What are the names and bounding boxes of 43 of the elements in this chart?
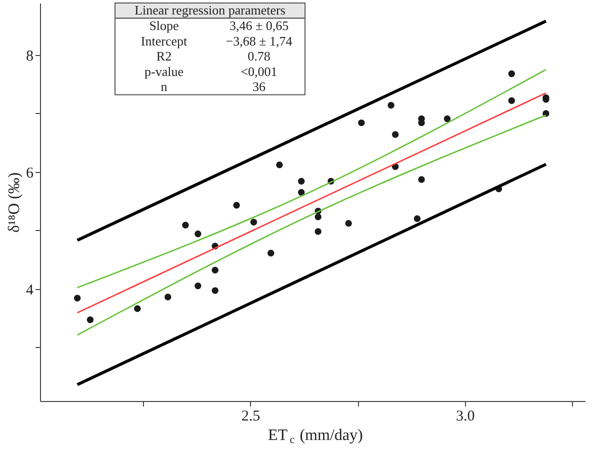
point: [414, 215, 421, 222]
annotation: −3,68 ± 1,74: [226, 33, 293, 48]
y-axis-title: δ¹⁸O (‰): [6, 172, 23, 233]
annotation: Slope: [149, 18, 180, 33]
annotation: 0.78: [248, 48, 270, 64]
point: [250, 218, 258, 226]
annotation: 36: [252, 79, 266, 94]
x-tick-label: 3.0: [456, 408, 475, 424]
point: [182, 222, 189, 228]
point: [212, 266, 218, 274]
x-tick-label: 2.5: [241, 408, 260, 424]
point: [74, 294, 81, 302]
point: [164, 294, 172, 300]
point: [418, 176, 425, 183]
point: [314, 228, 322, 235]
point: [194, 282, 202, 290]
annotation: p-value: [144, 64, 184, 79]
y-tick-label: 6: [26, 165, 34, 182]
annotation: Linear regression parameters: [134, 2, 286, 18]
point: [345, 220, 352, 227]
point: [392, 131, 399, 138]
point: [86, 316, 94, 324]
point: [298, 189, 305, 196]
point: [508, 97, 515, 104]
annotation: R2: [156, 48, 172, 64]
annotation: <0,001: [240, 64, 278, 79]
point: [508, 70, 515, 78]
point: [388, 102, 394, 109]
point: [298, 178, 305, 185]
point: [444, 115, 451, 122]
point: [194, 230, 202, 238]
point: [134, 305, 141, 312]
annotation: 3,46 ± 0,65: [229, 18, 289, 33]
point: [358, 119, 365, 126]
point: [233, 202, 240, 209]
point: [276, 162, 283, 168]
y-tick-label: 4: [26, 282, 34, 298]
point: [268, 250, 274, 256]
annotation: n: [160, 79, 168, 94]
point: [314, 214, 322, 220]
y-tick-label: 8: [26, 48, 34, 65]
annotation: Intercept: [140, 33, 188, 48]
point: [212, 287, 218, 294]
